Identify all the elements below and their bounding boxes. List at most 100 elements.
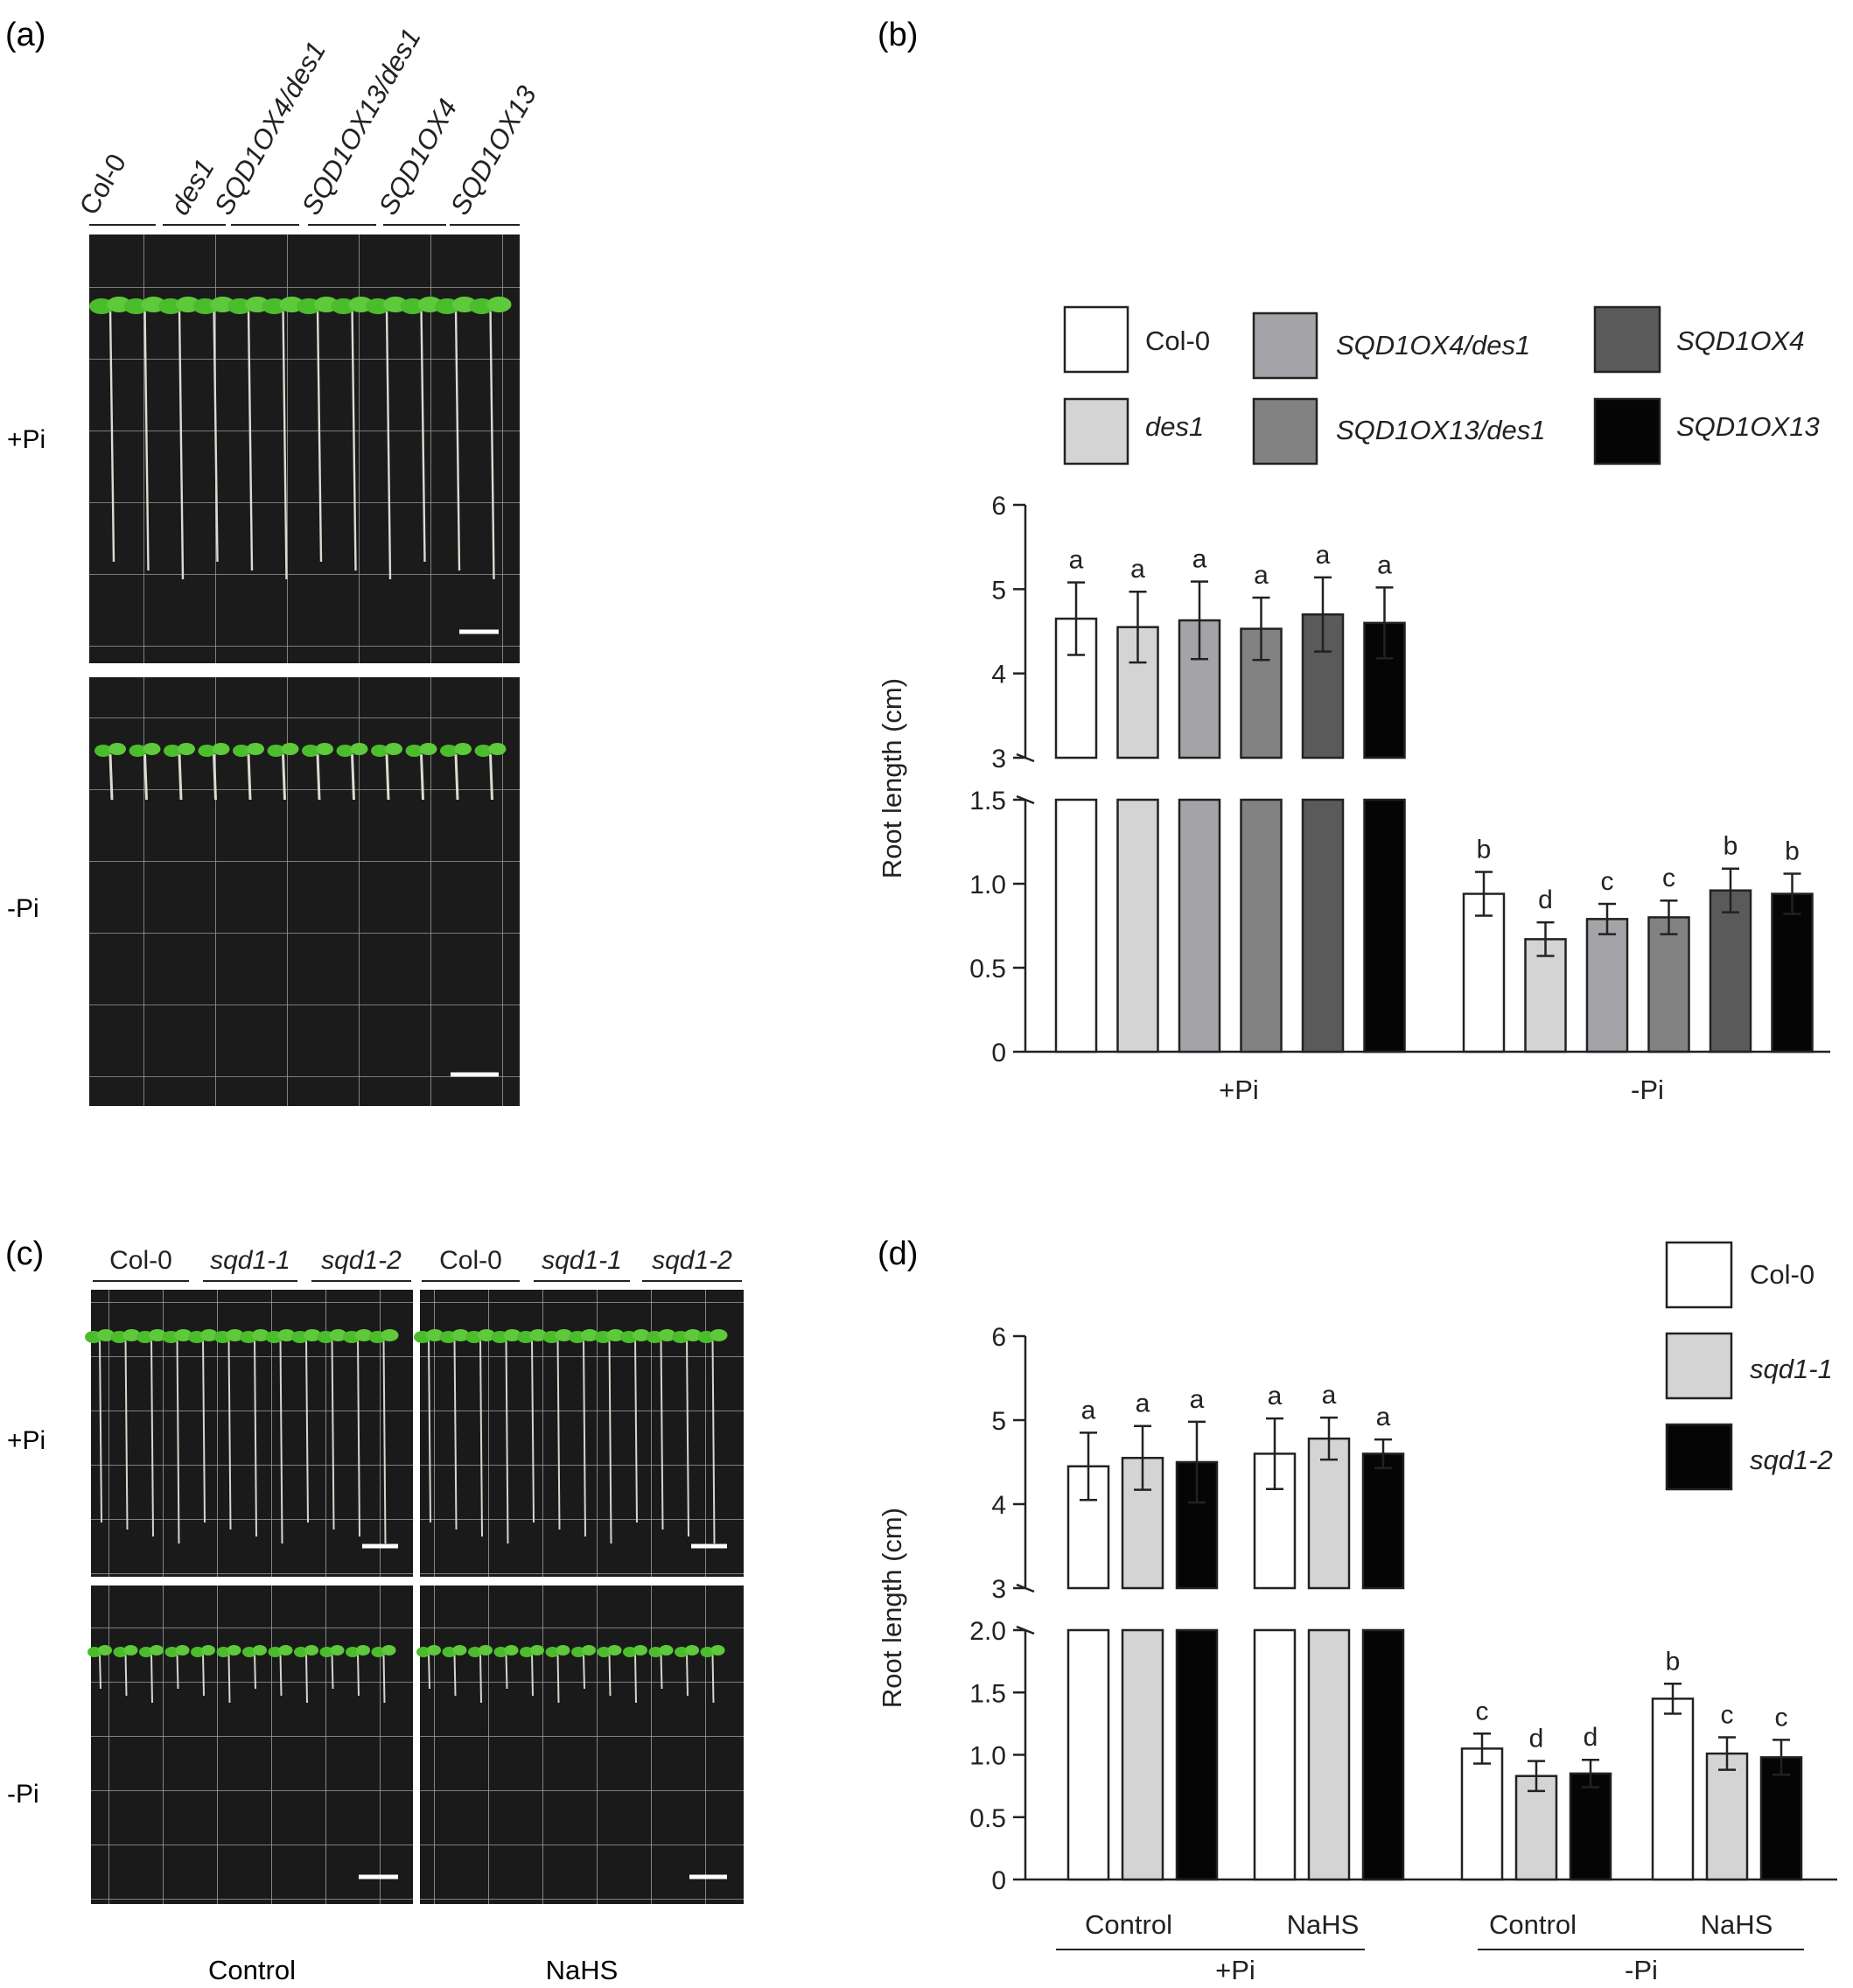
- leaf: [474, 745, 493, 757]
- y-tick-label: 4: [991, 1491, 1006, 1520]
- root: [331, 1653, 334, 1690]
- group-label: Control: [1085, 1909, 1172, 1940]
- leaf: [479, 1645, 493, 1656]
- root: [254, 1338, 257, 1537]
- root: [454, 753, 459, 801]
- legend-swatch: [1252, 312, 1318, 380]
- y-tick-label: 2.0: [969, 1617, 1006, 1646]
- leaf: [178, 743, 195, 755]
- bar: [1307, 1628, 1351, 1881]
- significance-letter: a: [1081, 1396, 1096, 1424]
- leaf: [381, 1645, 396, 1656]
- bar: [1585, 918, 1629, 1054]
- root: [124, 1338, 129, 1530]
- bar: [1569, 1772, 1612, 1881]
- legend-label: SQD1OX13/des1: [1336, 415, 1546, 445]
- leaf: [648, 1647, 663, 1657]
- group-label: -Pi: [1631, 1074, 1664, 1105]
- leaf: [350, 743, 368, 755]
- legend-swatch: [1063, 305, 1129, 374]
- bar: [1460, 1747, 1504, 1881]
- root: [385, 753, 390, 801]
- leaf: [582, 1645, 596, 1656]
- root: [279, 1653, 283, 1697]
- y-tick-label: 6: [991, 492, 1006, 521]
- leaf: [277, 1329, 296, 1341]
- leaf: [278, 1645, 293, 1656]
- genotype-label: SQD1OX13: [444, 80, 542, 220]
- root: [428, 1338, 431, 1523]
- leaf: [607, 1645, 622, 1656]
- leaf: [356, 1645, 370, 1656]
- legend-swatch: [1593, 305, 1661, 374]
- root: [124, 1653, 128, 1697]
- root: [351, 307, 357, 571]
- legend-swatch: [1252, 397, 1318, 466]
- leaf: [319, 1647, 334, 1657]
- root: [420, 307, 426, 563]
- leaf: [143, 743, 161, 755]
- root: [556, 1338, 561, 1530]
- root: [634, 1653, 637, 1704]
- leaf: [139, 1647, 153, 1657]
- significance-letter: c: [1601, 867, 1614, 896]
- y-tick-label: 0: [991, 1039, 1006, 1068]
- legend-label: des1: [1145, 411, 1204, 442]
- significance-letter: a: [1376, 1403, 1391, 1432]
- group-label: NaHS: [1287, 1909, 1360, 1940]
- leaf: [503, 1329, 521, 1341]
- row-label-plus-pi: +Pi: [7, 425, 45, 454]
- y-tick-label: 1.5: [969, 1679, 1006, 1708]
- leaf: [530, 1645, 544, 1656]
- y-axis-label: Root length (cm): [877, 678, 907, 878]
- group-label: -Pi: [1625, 1955, 1658, 1985]
- leaf: [212, 743, 230, 755]
- y-tick-label: 3: [991, 745, 1006, 774]
- bar: [1524, 938, 1567, 1054]
- root: [489, 307, 495, 580]
- leaf: [304, 1645, 318, 1656]
- root: [357, 1653, 360, 1697]
- legend-label: SQD1OX13: [1676, 411, 1820, 442]
- leaf: [164, 1647, 179, 1657]
- bar: [1066, 1628, 1110, 1881]
- root: [531, 1338, 535, 1523]
- leaf: [658, 1329, 676, 1341]
- group-label: Control: [1489, 1909, 1577, 1940]
- leaf: [710, 1329, 728, 1341]
- root: [227, 1653, 231, 1704]
- root: [108, 307, 115, 563]
- leaf: [87, 1647, 101, 1657]
- leaf: [97, 1329, 115, 1341]
- leaf: [581, 1329, 598, 1341]
- leaf: [98, 1645, 112, 1656]
- bar: [1116, 798, 1159, 1054]
- leaf: [330, 1645, 345, 1656]
- leaf: [174, 1329, 192, 1341]
- leaf: [468, 1647, 482, 1657]
- significance-letter: d: [1584, 1723, 1598, 1752]
- leaf: [545, 1647, 560, 1657]
- leaf: [113, 1647, 128, 1657]
- y-tick-label: 6: [991, 1323, 1006, 1352]
- significance-letter: a: [1254, 561, 1269, 590]
- genotype-label: Col-0: [109, 1246, 172, 1275]
- root: [202, 1338, 206, 1523]
- legend-label: SQD1OX4/des1: [1336, 330, 1530, 360]
- column-label-control: Control: [208, 1955, 296, 1985]
- genotype-label: sqd1-2: [321, 1246, 402, 1275]
- leaf: [164, 745, 181, 757]
- root: [634, 1338, 638, 1523]
- chart-d: 0 0.5 1.0 1.5 2.0 3 4 5 6 Root length (cm) a a a a a a c…: [877, 1241, 1837, 1985]
- chart-b: 0 0.5 1.0 1.5 3 4 5 6 Root length (cm) a a a a a a b d c c…: [877, 305, 1830, 1105]
- root: [143, 307, 150, 571]
- leaf: [416, 1647, 430, 1657]
- genotype-label: Col-0: [73, 149, 132, 220]
- row-label-plus-pi: +Pi: [7, 1426, 45, 1455]
- bar: [1054, 798, 1098, 1054]
- group-label: +Pi: [1219, 1074, 1259, 1105]
- significance-letter: d: [1538, 886, 1553, 914]
- y-tick-label: 0.5: [969, 955, 1006, 984]
- root: [454, 307, 461, 571]
- leaf: [123, 1645, 138, 1656]
